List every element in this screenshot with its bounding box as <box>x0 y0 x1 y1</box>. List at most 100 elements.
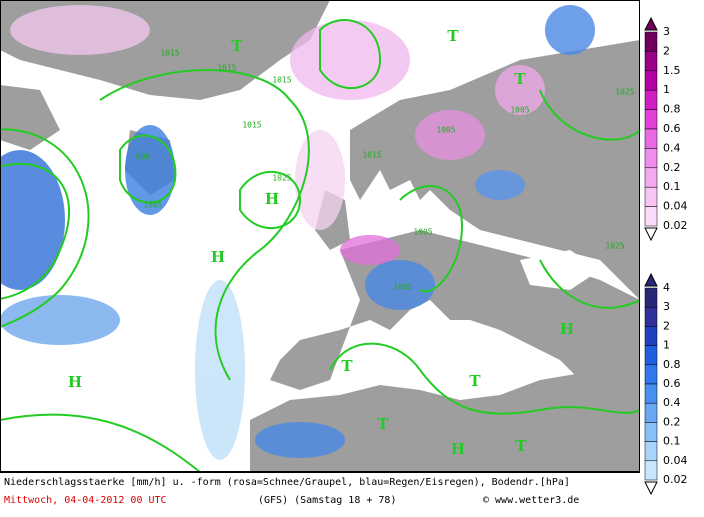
footer-date: Mittwoch, 04-04-2012 00 UTC <box>4 495 167 506</box>
legend-label: 0.02 <box>663 219 688 232</box>
isobar <box>0 162 71 300</box>
rain-area <box>125 125 175 215</box>
snow-area <box>295 130 345 230</box>
africa <box>250 365 640 472</box>
legend-swatch <box>644 89 658 110</box>
legend-swatch <box>644 51 658 72</box>
isobar-label: 1015 <box>272 76 291 85</box>
legend-label: 1 <box>663 339 670 352</box>
legend-label: 0.02 <box>663 473 688 486</box>
scandinavia-russia <box>350 40 640 300</box>
legend-swatch <box>644 70 658 91</box>
rain-area <box>545 5 595 55</box>
canada <box>0 85 60 150</box>
isobar-label: 1015 <box>242 121 261 130</box>
legend-label: 0.6 <box>663 377 681 390</box>
rain-area <box>255 422 345 458</box>
legend-swatch <box>644 186 658 207</box>
legend-swatch <box>644 287 658 308</box>
legend-label: 0.2 <box>663 161 681 174</box>
map-frame <box>0 0 640 472</box>
legend-label: 3 <box>663 25 670 38</box>
low-label: T <box>469 372 481 390</box>
legend-label: 4 <box>663 281 670 294</box>
legend-label: 0.1 <box>663 180 681 193</box>
footer: Niederschlagsstaerke [mm/h] u. -form (ro… <box>0 472 640 506</box>
low-label: T <box>377 415 389 433</box>
legend-swatch <box>644 383 658 404</box>
isobar-label: 1005 <box>436 126 455 135</box>
high-label: H <box>265 190 279 208</box>
legend-arrow <box>644 272 658 287</box>
legend-swatch <box>644 402 658 423</box>
low-label: T <box>447 27 459 45</box>
legend-swatch <box>644 326 658 346</box>
legend-label: 0.1 <box>663 435 681 448</box>
isobar <box>539 259 641 309</box>
snow-area <box>495 65 545 115</box>
legend-label: 0.4 <box>663 141 681 154</box>
legend-swatch <box>644 206 658 227</box>
isobar-label: 995 <box>136 153 151 162</box>
snow-area <box>415 110 485 160</box>
legend-swatch <box>644 167 658 188</box>
legend-label: 2 <box>663 319 670 332</box>
isobars <box>0 19 641 473</box>
map: H H H H H T T T T T T T 1015 1015 1015 1… <box>0 0 641 473</box>
rain-area <box>195 280 245 460</box>
isobar-label: 1005 <box>510 106 529 115</box>
isobar <box>239 171 302 229</box>
isobar-label: 1005 <box>393 283 412 292</box>
legend-swatch <box>644 364 658 385</box>
high-label: H <box>211 248 225 266</box>
high-label: H <box>68 373 82 391</box>
snow-area <box>340 235 400 265</box>
isobar-label: 1025 <box>272 174 291 183</box>
legend-swatch <box>644 306 658 327</box>
isobar-label: 1025 <box>615 88 634 97</box>
rain-area <box>0 150 65 290</box>
footer-credit: © www.wetter3.de <box>483 495 579 506</box>
legend-label: 0.2 <box>663 415 681 428</box>
legend-label: 1.5 <box>663 64 681 77</box>
rain-area <box>0 295 120 345</box>
legend-arrow <box>644 16 658 31</box>
isobar <box>0 128 90 328</box>
legend-label: 0.04 <box>663 454 688 467</box>
low-label: T <box>231 37 243 55</box>
map-labels: H H H H H T T T T T T T 1015 1015 1015 1… <box>68 27 635 458</box>
legends: 3 2 1.5 1 0.8 0.6 0.4 0.2 0.1 0.04 0.02 4 3 2 1 0.8 0.6 0… <box>644 16 688 496</box>
legend-label: 3 <box>663 300 670 313</box>
footer-description: Niederschlagsstaerke [mm/h] u. -form (ro… <box>4 477 570 488</box>
isobar <box>99 69 310 381</box>
legend-label: 0.6 <box>663 122 681 135</box>
rain-area <box>475 170 525 200</box>
isobar <box>329 342 641 415</box>
isobar-label: 1015 <box>362 151 381 160</box>
isobar <box>119 134 177 204</box>
legend-swatch <box>644 441 658 462</box>
low-label: T <box>514 70 526 88</box>
low-label: T <box>515 437 527 455</box>
legend-swatch <box>644 31 658 52</box>
isobar-label: 1025 <box>605 242 624 251</box>
isobar-label: 1005 <box>413 228 432 237</box>
isobar <box>539 89 641 141</box>
legend-label: 1 <box>663 83 670 96</box>
high-label: H <box>451 440 465 458</box>
legend-swatch <box>644 148 658 169</box>
isobar <box>319 19 382 89</box>
legend-arrow <box>644 227 658 242</box>
legend-swatch <box>644 422 658 442</box>
legend-swatch <box>644 128 658 149</box>
snow-area <box>10 5 150 55</box>
isobar-label: 1005 <box>143 201 162 210</box>
footer-model: (GFS) (Samstag 18 + 78) <box>258 495 396 506</box>
rain-areas <box>0 5 595 460</box>
isobar <box>399 185 463 293</box>
isobar-label: 1015 <box>217 64 236 73</box>
legend-label: 0.8 <box>663 103 681 116</box>
legend-swatch <box>644 345 658 366</box>
snow-areas <box>10 5 545 265</box>
isobar <box>0 413 201 473</box>
